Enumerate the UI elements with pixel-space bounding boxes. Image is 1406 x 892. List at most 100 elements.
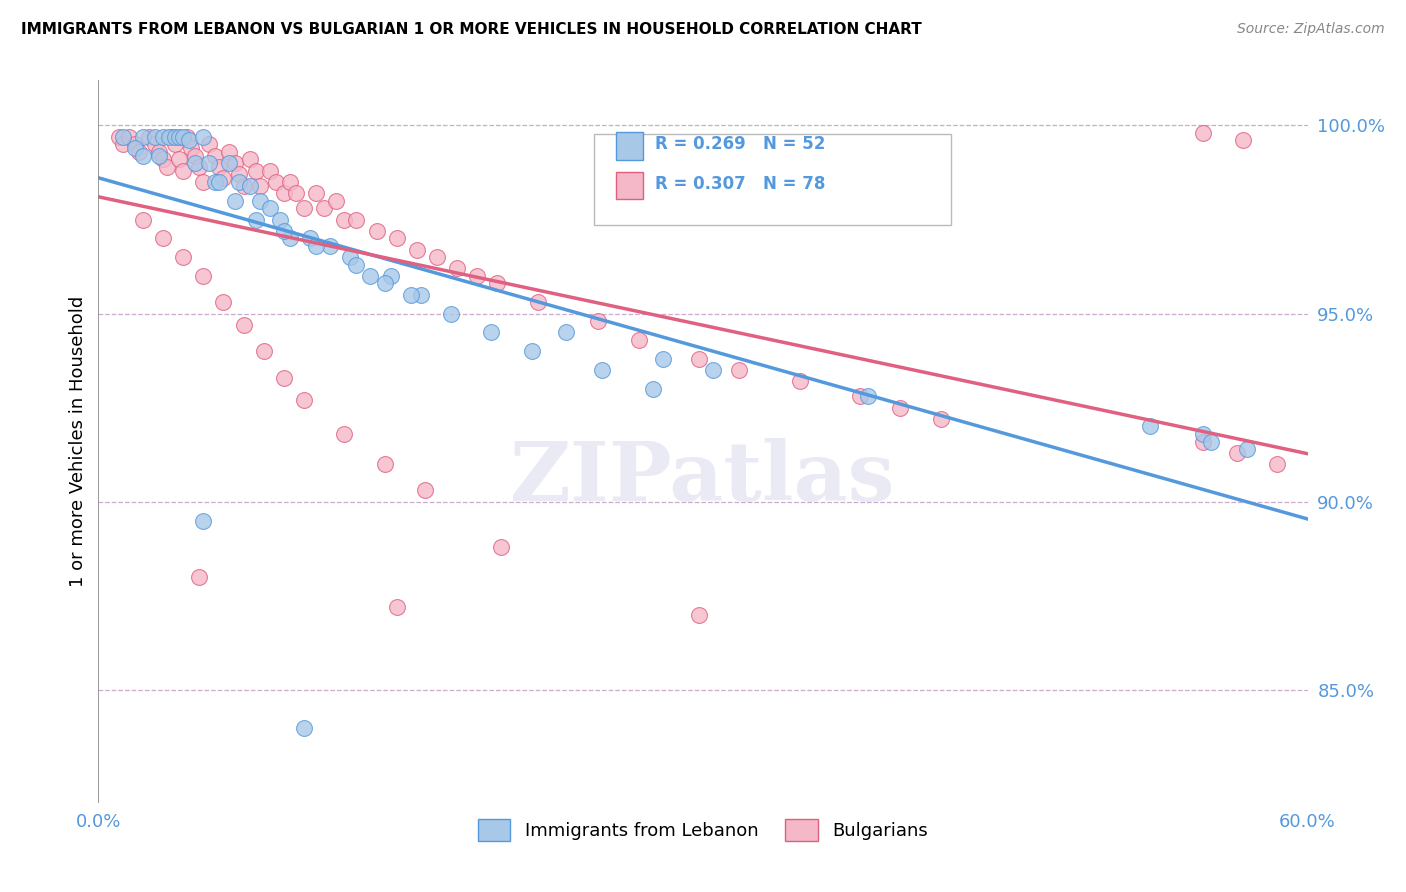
Point	[520, 344, 543, 359]
Point	[284, 186, 307, 201]
Point	[253, 344, 276, 359]
Point	[1191, 427, 1213, 442]
Point	[228, 175, 250, 189]
Point	[249, 194, 271, 208]
Text: Source: ZipAtlas.com: Source: ZipAtlas.com	[1237, 22, 1385, 37]
Point	[465, 268, 488, 283]
Point	[688, 351, 710, 366]
Point	[228, 167, 250, 181]
Point	[208, 175, 231, 189]
Point	[132, 212, 155, 227]
Point	[188, 570, 211, 584]
Point	[212, 295, 235, 310]
Point	[1199, 434, 1222, 449]
Point	[481, 326, 503, 340]
Point	[385, 231, 408, 245]
Point	[124, 141, 146, 155]
Text: R = 0.269   N = 52: R = 0.269 N = 52	[655, 135, 825, 153]
Point	[163, 137, 186, 152]
Point	[208, 160, 231, 174]
Point	[218, 156, 240, 170]
Point	[176, 129, 198, 144]
Point	[273, 224, 295, 238]
Point	[152, 129, 174, 144]
Point	[184, 156, 207, 170]
Point	[1139, 419, 1161, 434]
Text: R = 0.307   N = 78: R = 0.307 N = 78	[655, 175, 825, 193]
Point	[212, 171, 235, 186]
Point	[193, 514, 215, 528]
Point	[232, 178, 254, 193]
Legend: Immigrants from Lebanon, Bulgarians: Immigrants from Lebanon, Bulgarians	[471, 812, 935, 848]
Point	[160, 129, 183, 144]
Point	[111, 129, 134, 144]
Point	[651, 351, 673, 366]
Point	[132, 148, 155, 162]
Point	[409, 287, 432, 301]
Point	[179, 134, 201, 148]
Point	[399, 287, 422, 301]
Point	[224, 156, 246, 170]
Point	[319, 239, 342, 253]
Point	[344, 212, 367, 227]
Point	[143, 129, 166, 144]
Point	[1191, 434, 1213, 449]
Point	[198, 137, 221, 152]
Point	[526, 295, 548, 310]
Point	[167, 153, 190, 167]
Point	[627, 333, 650, 347]
Point	[305, 186, 328, 201]
Point	[333, 212, 356, 227]
Point	[111, 137, 134, 152]
Point	[380, 268, 402, 283]
Point	[157, 129, 180, 144]
Point	[360, 268, 382, 283]
Point	[245, 163, 267, 178]
Point	[193, 129, 215, 144]
Point	[1191, 126, 1213, 140]
Point	[1267, 457, 1289, 471]
Point	[688, 607, 710, 622]
Point	[1232, 134, 1254, 148]
Point	[128, 145, 150, 159]
Point	[929, 412, 952, 426]
Point	[1226, 446, 1249, 460]
Point	[339, 250, 361, 264]
Point	[198, 156, 221, 170]
Point	[374, 277, 396, 291]
Point	[858, 389, 880, 403]
Point	[299, 231, 322, 245]
Point	[132, 129, 155, 144]
Point	[426, 250, 449, 264]
Point	[204, 148, 226, 162]
FancyBboxPatch shape	[595, 135, 950, 225]
Point	[889, 401, 911, 415]
Point	[305, 239, 328, 253]
Point	[239, 178, 262, 193]
Point	[143, 137, 166, 152]
Point	[366, 224, 388, 238]
Point	[172, 163, 194, 178]
Point	[148, 148, 170, 162]
Point	[333, 427, 356, 442]
Point	[245, 212, 267, 227]
Point	[273, 370, 295, 384]
Point	[555, 326, 578, 340]
Point	[446, 261, 468, 276]
Point	[239, 153, 262, 167]
Text: ZIPatlas: ZIPatlas	[510, 438, 896, 517]
Point	[218, 145, 240, 159]
Point	[224, 194, 246, 208]
Point	[292, 201, 315, 215]
Point	[232, 318, 254, 332]
Bar	[616, 172, 643, 200]
Point	[273, 186, 295, 201]
Point	[292, 393, 315, 408]
Point	[172, 129, 194, 144]
Point	[249, 178, 271, 193]
Point	[152, 153, 174, 167]
Point	[193, 268, 215, 283]
Point	[413, 483, 436, 498]
Point	[314, 201, 336, 215]
Point	[486, 277, 509, 291]
